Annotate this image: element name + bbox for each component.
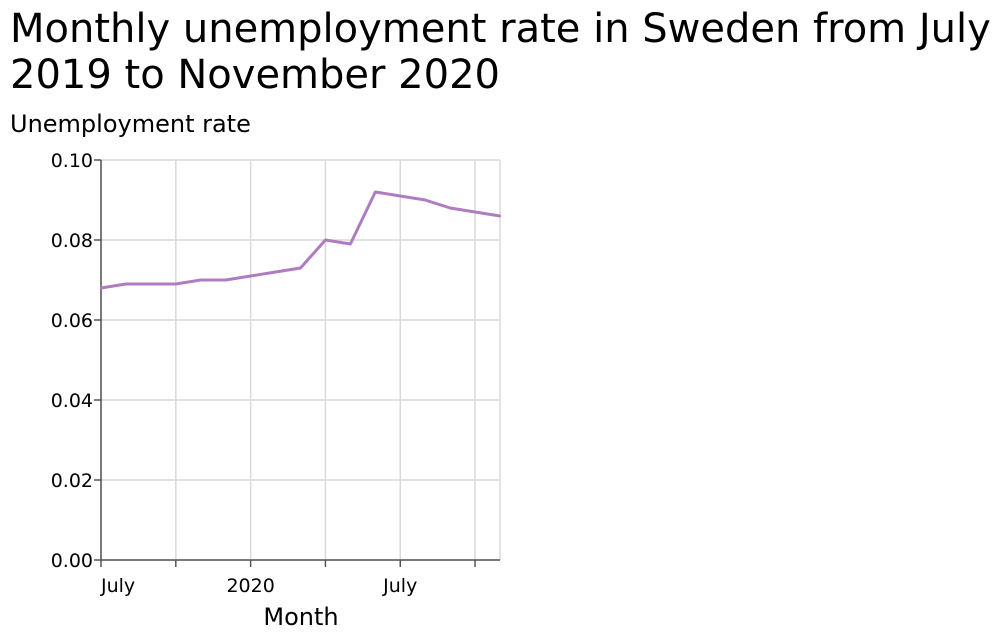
data-point	[374, 190, 377, 194]
data-point	[274, 270, 277, 274]
y-axis-label: Unemployment rate	[10, 110, 251, 138]
x-axis-ticks: July 2020 July	[100, 560, 476, 597]
series-group	[99, 190, 502, 290]
chart-title: Monthly unemployment rate in Sweden from…	[10, 6, 991, 98]
data-point	[124, 282, 128, 286]
data-point	[149, 282, 153, 286]
data-point	[423, 198, 427, 202]
data-point	[473, 210, 477, 214]
data-point	[199, 278, 202, 282]
data-point	[224, 278, 227, 282]
x-tick-label: July	[100, 575, 135, 597]
grid-lines	[100, 159, 501, 561]
y-tick-label: 0.10	[51, 150, 93, 172]
data-point	[99, 286, 103, 290]
x-tick-label: 2020	[226, 575, 274, 597]
y-tick-label: 0.00	[51, 550, 93, 572]
data-point	[349, 242, 352, 246]
x-axis-label: Month	[263, 603, 338, 631]
data-point	[174, 282, 178, 286]
y-axis-ticks: 0.00 0.02 0.04 0.06 0.08 0.10	[51, 150, 101, 572]
x-tick-label: July	[382, 575, 417, 597]
y-tick-label: 0.04	[51, 390, 93, 412]
data-point	[399, 194, 402, 198]
axes	[100, 160, 500, 561]
y-tick-label: 0.08	[51, 230, 93, 252]
data-point	[299, 266, 302, 270]
y-tick-label: 0.02	[51, 470, 93, 492]
data-point	[498, 214, 502, 218]
data-point	[324, 238, 327, 242]
data-point	[249, 274, 252, 278]
data-point	[448, 206, 452, 210]
y-tick-label: 0.06	[51, 310, 93, 332]
